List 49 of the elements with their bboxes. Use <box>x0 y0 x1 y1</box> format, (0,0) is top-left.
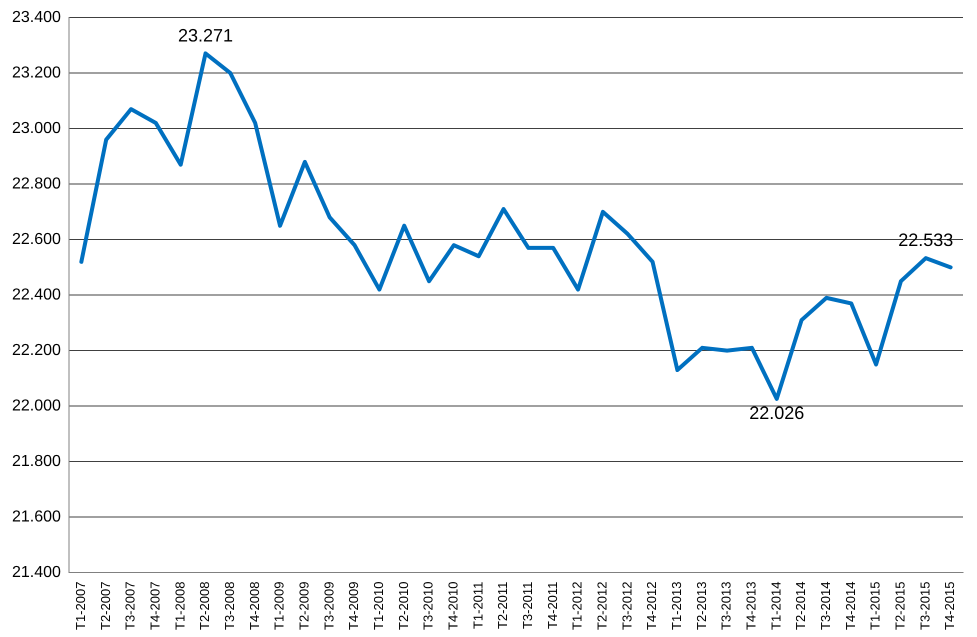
x-tick-label: T2-2009 <box>296 582 312 630</box>
x-tick-label: T1-2014 <box>768 582 784 630</box>
y-tick-label: 22.000 <box>12 397 62 414</box>
x-tick-label: T1-2008 <box>172 582 188 630</box>
y-tick-label: 23.200 <box>12 64 62 82</box>
y-tick-label: 21.600 <box>12 508 62 526</box>
x-tick-label: T4-2009 <box>346 582 362 630</box>
x-tick-label: T3-2014 <box>818 582 833 630</box>
x-tick-label: T2-2014 <box>793 582 808 630</box>
x-tick-label: T1-2010 <box>370 582 386 630</box>
x-tick-label: T3-2012 <box>619 582 634 630</box>
y-tick-label: 22.200 <box>12 342 62 359</box>
x-tick-label: T4-2007 <box>147 582 162 630</box>
x-tick-label: T4-2014 <box>842 582 858 630</box>
x-tick-label: T4-2010 <box>445 582 460 630</box>
x-tick-label: T3-2011 <box>520 582 535 630</box>
x-tick-label: T3-2009 <box>321 582 336 630</box>
x-tick-label: T4-2013 <box>743 582 758 630</box>
x-tick-label: T3-2008 <box>222 582 237 630</box>
x-tick-label: T1-2009 <box>272 582 287 630</box>
y-tick-label: 22.600 <box>12 231 62 248</box>
x-tick-label: T3-2010 <box>420 582 436 630</box>
x-tick-label: T1-2007 <box>72 582 88 630</box>
x-tick-label: T3-2007 <box>122 582 138 630</box>
x-tick-label: T1-2011 <box>470 582 486 630</box>
x-tick-label: T4-2011 <box>544 582 560 630</box>
y-tick-label: 23.000 <box>12 120 62 137</box>
x-tick-label: T1-2015 <box>868 582 883 630</box>
x-tick-label: T4-2015 <box>942 582 958 630</box>
x-tick-label: T3-2015 <box>917 582 932 630</box>
x-tick-label: T2-2011 <box>495 582 510 630</box>
x-tick-label: T2-2007 <box>98 582 113 630</box>
x-tick-label: T2-2012 <box>594 582 610 630</box>
data-label: 23.271 <box>178 25 234 46</box>
y-tick-label: 21.400 <box>12 564 62 581</box>
x-tick-label: T2-2013 <box>694 582 709 630</box>
x-tick-label: T4-2008 <box>246 582 262 630</box>
x-tick-label: T2-2008 <box>197 582 212 630</box>
x-tick-label: T3-2013 <box>718 582 734 630</box>
y-tick-label: 22.800 <box>12 176 62 192</box>
y-tick-label: 21.800 <box>12 452 62 470</box>
data-label: 22.026 <box>749 402 804 423</box>
x-tick-label: T2-2015 <box>892 582 908 630</box>
x-tick-label: T1-2012 <box>570 582 585 630</box>
y-tick-label: 22.400 <box>12 286 62 304</box>
x-tick-label: T4-2012 <box>644 582 660 630</box>
y-tick-label: 23.400 <box>12 9 62 26</box>
x-tick-label: T1-2013 <box>668 582 684 630</box>
x-tick-label: T2-2010 <box>396 582 411 630</box>
